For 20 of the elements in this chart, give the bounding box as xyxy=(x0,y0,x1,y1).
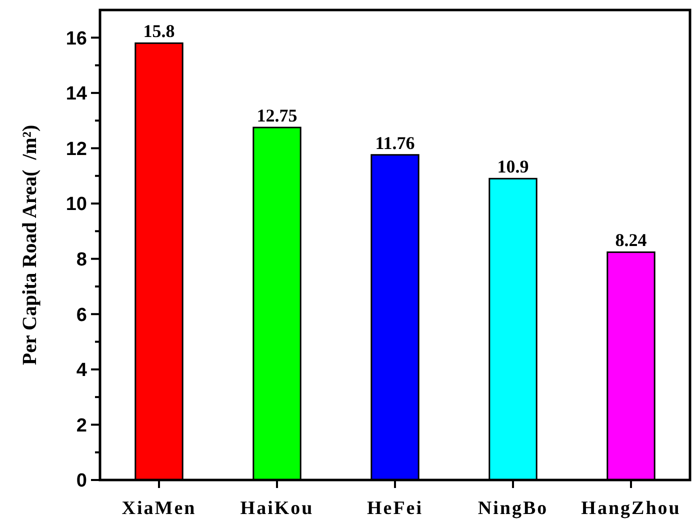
x-tick-label: XiaMen xyxy=(122,498,196,519)
y-tick-label: 4 xyxy=(76,360,88,382)
y-axis-title: Per Capita Road Area( /m²) xyxy=(19,124,41,366)
y-tick-label: 12 xyxy=(66,138,87,160)
x-tick-label: HeFei xyxy=(366,498,424,519)
y-tick-label: 14 xyxy=(66,84,88,105)
data-label: 15.8 xyxy=(143,21,175,42)
data-label: 10.9 xyxy=(497,156,529,177)
y-tick-label: 2 xyxy=(76,415,87,436)
data-label: 11.76 xyxy=(375,132,415,153)
y-tick-label: 10 xyxy=(66,194,87,216)
y-tick-label: 16 xyxy=(66,28,87,50)
x-tick-label: HaiKou xyxy=(240,498,314,519)
data-label: 12.75 xyxy=(256,106,298,126)
y-tick-label: 8 xyxy=(76,249,87,270)
x-tick-label: HangZhou xyxy=(581,498,681,519)
y-tick-label: 0 xyxy=(76,470,87,492)
y-tick-label: 6 xyxy=(76,304,87,326)
data-label: 8.24 xyxy=(615,230,647,250)
x-tick-label: NingBo xyxy=(478,498,548,519)
